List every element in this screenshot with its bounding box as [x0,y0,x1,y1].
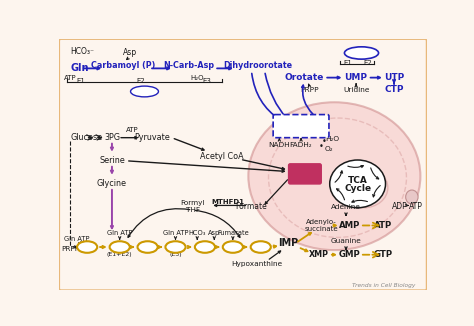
Text: PPAT: PPAT [78,244,96,250]
Text: Adenine: Adenine [331,204,361,210]
Text: Dihydroorotate: Dihydroorotate [223,61,292,70]
Ellipse shape [130,86,158,97]
Text: NADH: NADH [269,142,290,148]
Text: HCO₃: HCO₃ [189,230,206,236]
Text: cycle: cycle [293,174,317,183]
Text: MTHFD1: MTHFD1 [212,200,245,205]
Text: ADSL: ADSL [223,244,243,250]
Ellipse shape [223,241,243,253]
FancyBboxPatch shape [273,114,329,138]
Text: ATIC: ATIC [252,244,269,250]
Text: ETC: ETC [294,126,308,135]
Text: ATP: ATP [64,75,76,82]
Text: Asp: Asp [123,49,137,57]
Text: *: * [275,123,280,133]
Text: O₂: O₂ [325,146,333,152]
Text: *: * [276,116,281,126]
Text: ATP: ATP [409,202,423,212]
Text: *: * [282,128,286,138]
Text: GMP: GMP [339,250,361,259]
Text: UMP: UMP [345,73,367,82]
Text: E3: E3 [202,78,211,84]
Text: PRPP: PRPP [300,87,319,93]
Text: Gln ATP: Gln ATP [64,236,89,242]
Ellipse shape [195,241,215,253]
Text: IMP: IMP [278,238,298,248]
Text: Carbamoyl (P): Carbamoyl (P) [91,61,156,70]
Text: GART: GART [109,244,130,250]
Text: FADH₂: FADH₂ [290,142,312,148]
Text: CAD: CAD [136,87,154,96]
Text: TCA: TCA [348,176,367,185]
Ellipse shape [330,160,385,208]
Text: Trends in Cell Biology: Trends in Cell Biology [352,283,416,288]
Text: N-Carb-Asp: N-Carb-Asp [163,61,214,70]
Ellipse shape [340,168,388,208]
Text: E1: E1 [343,60,352,66]
Ellipse shape [77,241,97,253]
Text: Glycine: Glycine [97,179,127,188]
Text: GTP: GTP [374,250,393,259]
Text: Gln: Gln [70,63,89,73]
Text: UMPS: UMPS [347,49,375,57]
Text: Hypoxanthine: Hypoxanthine [231,261,283,267]
FancyBboxPatch shape [288,163,322,185]
Text: ADP: ADP [392,202,408,212]
Text: ATP: ATP [126,127,138,133]
Ellipse shape [406,190,418,204]
Text: H₂O: H₂O [191,75,204,82]
Text: Fumarate: Fumarate [217,230,249,236]
Text: AMP: AMP [339,221,361,230]
Text: (E1+E2): (E1+E2) [107,252,133,257]
Text: Formate: Formate [236,202,267,212]
Text: E1: E1 [76,78,85,84]
Text: GART: GART [165,244,186,250]
Ellipse shape [251,241,271,253]
Text: Formyl
THF: Formyl THF [181,200,205,214]
Text: PFAS: PFAS [138,244,157,250]
Text: Gln ATP: Gln ATP [107,230,132,236]
Text: Asp: Asp [208,230,220,236]
Text: (E3): (E3) [169,252,182,257]
Text: Glucose: Glucose [70,133,102,142]
FancyBboxPatch shape [59,39,427,290]
Text: ATP: ATP [374,221,392,230]
Text: Adenylo-
succinate: Adenylo- succinate [304,219,338,232]
Text: •: • [319,142,324,151]
Text: Cycle: Cycle [344,184,371,193]
Text: PRPP: PRPP [61,245,79,252]
Ellipse shape [165,241,186,253]
Text: UTP: UTP [384,73,404,82]
Text: Serine: Serine [99,156,125,165]
Ellipse shape [345,47,379,59]
Text: E2: E2 [364,60,372,66]
Text: mTHF: mTHF [292,167,319,176]
Text: HCO₃⁻: HCO₃⁻ [71,47,94,56]
Text: Pyruvate: Pyruvate [134,133,170,142]
Ellipse shape [137,241,158,253]
Ellipse shape [248,102,420,250]
Text: 3PG: 3PG [104,133,120,142]
Text: E2: E2 [136,78,145,84]
Text: •: • [317,132,322,141]
Text: •: • [324,127,329,136]
Ellipse shape [109,241,130,253]
Text: Uridine: Uridine [343,87,369,93]
Text: CTP: CTP [384,85,404,95]
Text: H₂O: H₂O [325,136,339,142]
Text: Gln ATP: Gln ATP [163,230,188,236]
Text: DHODH: DHODH [283,119,319,127]
Text: Acetyl CoA: Acetyl CoA [200,152,244,161]
Text: Guanine: Guanine [331,238,361,244]
Text: Orotate: Orotate [284,73,324,82]
Text: XMP: XMP [309,250,329,259]
Text: •: • [322,137,327,146]
Text: PAICS: PAICS [194,244,216,250]
